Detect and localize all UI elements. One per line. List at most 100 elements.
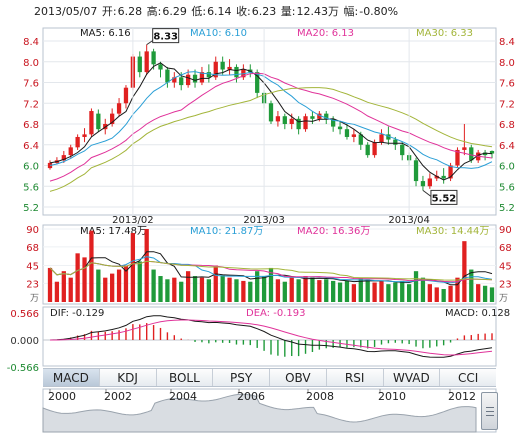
tab-boll[interactable]: BOLL xyxy=(156,369,214,386)
volume-bar xyxy=(248,281,253,302)
volume-bar xyxy=(165,279,170,302)
price-tick-left: 5.2 xyxy=(23,203,39,214)
volume-bar xyxy=(206,279,211,302)
min-callout-box xyxy=(430,189,458,205)
candle-body xyxy=(282,116,287,124)
price-tick-right: 6.4 xyxy=(499,141,515,152)
volume-bar xyxy=(192,276,198,302)
candle-body xyxy=(268,103,274,122)
timeline-year-label: 2004 xyxy=(169,390,197,403)
volume-bar xyxy=(179,281,184,302)
volume-bar xyxy=(337,282,343,302)
volume-bar xyxy=(275,279,281,302)
close-value: 6.23 xyxy=(251,5,277,18)
price-tick-left: 7.6 xyxy=(23,79,39,90)
price-legend-1: MA10: 6.10 xyxy=(190,28,247,39)
tab-kdj[interactable]: KDJ xyxy=(99,369,157,386)
price-tick-right: 7.6 xyxy=(499,79,515,90)
change-value: -0.80% xyxy=(359,5,399,18)
date-tick-label: 2013/03 xyxy=(243,215,285,226)
volume-bar xyxy=(413,271,419,302)
tab-psy[interactable]: PSY xyxy=(213,369,270,386)
candle-body xyxy=(82,134,87,137)
price-tick-left: 6.4 xyxy=(23,141,39,152)
timeline-year-label: 2002 xyxy=(104,390,132,403)
price-ma10-line xyxy=(49,71,493,169)
volume-bar xyxy=(386,284,391,302)
volume-value: 12.43万 xyxy=(296,5,340,18)
volume-label: 量: xyxy=(280,5,296,18)
candle-body xyxy=(185,74,191,86)
volume-bar xyxy=(448,285,453,302)
volume-tick-right: 23 xyxy=(499,279,512,290)
timeline-year-label: 2010 xyxy=(378,390,406,403)
volume-legend-1: MA10: 21.87万 xyxy=(190,226,263,237)
price-tick-right: 5.2 xyxy=(499,203,515,214)
candle-body xyxy=(351,134,357,137)
candle-body xyxy=(331,118,336,127)
candle-body xyxy=(489,150,495,154)
volume-bar xyxy=(227,277,232,302)
volume-legend-0: MA5: 17.48万 xyxy=(80,226,147,237)
price-ma5-line xyxy=(49,62,493,181)
volume-tick-left: 90 xyxy=(26,225,39,236)
volume-bar xyxy=(372,282,377,302)
candle-body xyxy=(372,142,377,156)
volume-bar xyxy=(158,276,163,302)
price-tick-right: 5.6 xyxy=(499,182,515,193)
max-callout-label: 8.33 xyxy=(153,32,178,43)
price-tick-right: 8.0 xyxy=(499,58,515,69)
candle-body xyxy=(172,77,177,83)
macd-dea-line xyxy=(50,319,493,356)
high-value: 6.29 xyxy=(162,5,187,18)
candle-body xyxy=(317,113,322,119)
candle-body xyxy=(393,139,398,145)
price-legend-0: MA5: 6.16 xyxy=(80,28,131,39)
candle-body xyxy=(110,113,115,124)
volume-bar xyxy=(406,284,412,302)
timeline-year-label: 2008 xyxy=(306,390,334,403)
volume-tick-left: 23 xyxy=(26,279,39,290)
price-legend-2: MA20: 6.13 xyxy=(297,28,354,39)
volume-bar xyxy=(296,279,301,302)
tab-rsi[interactable]: RSI xyxy=(326,369,384,386)
macd-tick-left: 0.566 xyxy=(10,309,39,320)
candle-body xyxy=(427,178,432,187)
volume-bar xyxy=(351,284,357,302)
candle-body xyxy=(165,69,170,83)
volume-bar xyxy=(261,276,267,302)
volume-bar xyxy=(393,282,398,302)
volume-bar xyxy=(54,281,60,302)
tab-wvad[interactable]: WVAD xyxy=(383,369,441,386)
volume-bar xyxy=(123,265,129,302)
candle-body xyxy=(89,111,94,135)
volume-bar xyxy=(434,287,439,302)
tab-obv[interactable]: OBV xyxy=(270,369,327,386)
timeline-year-label: 2012 xyxy=(448,390,476,403)
tab-cci[interactable]: CCI xyxy=(440,369,496,386)
close-label: 收: xyxy=(236,5,251,18)
volume-tick-right: 68 xyxy=(499,243,512,254)
volume-bar xyxy=(89,230,94,302)
timeline-scroll-handle[interactable] xyxy=(481,392,498,430)
candle-body xyxy=(420,181,426,187)
candle-body xyxy=(448,165,453,179)
price-tick-left: 6.8 xyxy=(23,120,39,131)
volume-tick-right: 45 xyxy=(499,262,512,273)
volume-bar xyxy=(310,277,315,302)
volume-bar xyxy=(462,241,467,302)
date-tick-label: 2013/04 xyxy=(388,215,430,226)
candle-body xyxy=(413,160,419,182)
tab-macd[interactable]: MACD xyxy=(43,369,100,386)
candle-body xyxy=(482,152,488,156)
price-tick-left: 7.2 xyxy=(23,99,39,110)
quote-header: 2013/05/07 开:6.28 高:6.29 低:6.14 收:6.23 量… xyxy=(34,3,399,19)
quote-date: 2013/05/07 xyxy=(34,5,98,18)
candle-body xyxy=(324,113,329,119)
macd-dea-label: DEA: -0.193 xyxy=(246,308,305,319)
candle-body xyxy=(296,118,301,130)
volume-bar xyxy=(96,269,101,302)
macd-value-label: MACD: 0.128 xyxy=(445,308,510,319)
price-tick-left: 5.6 xyxy=(23,182,39,193)
